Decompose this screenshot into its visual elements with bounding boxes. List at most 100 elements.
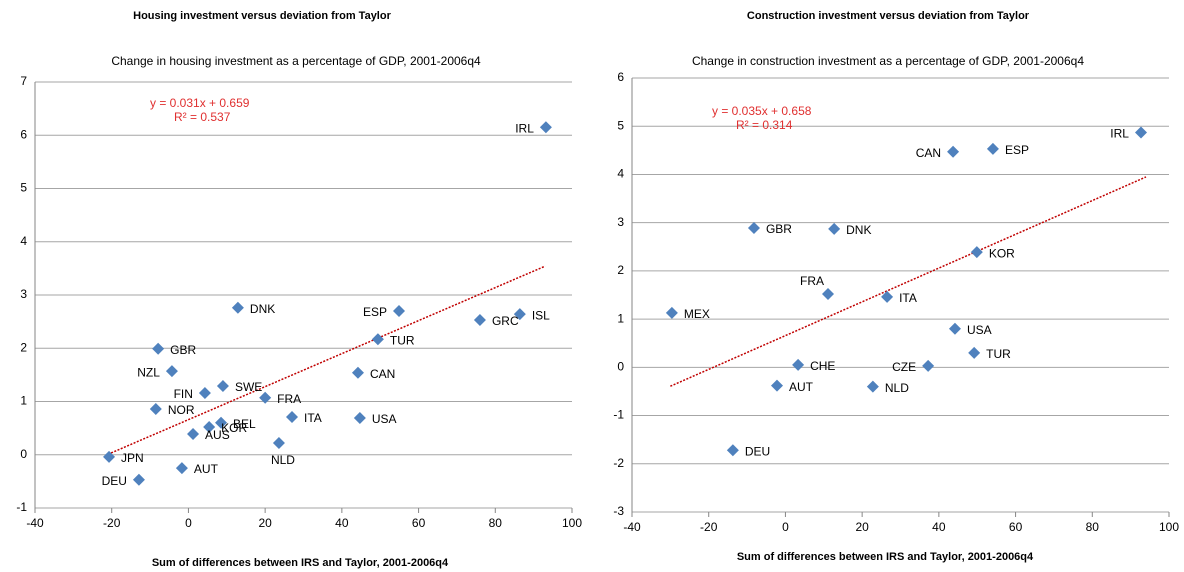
y-tick-label: 7 [20,74,27,88]
y-tick-label: 0 [20,447,27,461]
point-label: NLD [885,381,909,395]
x-tick-label: -20 [103,516,121,530]
point-label: SWE [235,380,262,394]
y-tick-label: 2 [20,340,27,354]
trend-equation: y = 0.035x + 0.658 [712,104,812,118]
point-label: DNK [846,223,871,237]
point [152,342,165,355]
point [473,314,486,327]
x-tick-label: -40 [26,516,44,530]
point [187,427,200,440]
chart-subtitle: Change in housing investment as a percen… [111,54,481,68]
point-label: KOR [989,246,1015,260]
point [1134,126,1147,139]
point [922,359,935,372]
x-tick-label: 60 [1009,520,1023,534]
point [948,322,961,335]
y-tick-label: 5 [20,181,27,195]
point-label: NZL [137,365,160,379]
point-label: CAN [370,367,395,381]
x-tick-label: 40 [932,520,946,534]
point-label: AUS [205,428,230,442]
x-axis-title: Sum of differences between IRS and Taylo… [737,551,1034,563]
point-label: IRL [515,121,534,135]
point-label: ITA [304,411,322,425]
x-tick-label: 40 [335,516,349,530]
y-tick-label: -2 [613,456,624,470]
x-tick-label: -20 [700,520,718,534]
point-label: ITA [899,291,917,305]
y-tick-label: 1 [617,311,624,325]
point [285,410,298,423]
point-label: NLD [271,453,295,467]
point [371,333,384,346]
point-label: FIN [174,387,193,401]
point-label: KOR [221,421,247,435]
point [539,121,552,134]
y-tick-label: 0 [617,360,624,374]
point-label: GBR [170,343,196,357]
point-label: USA [967,323,992,337]
r-squared: R² = 0.537 [174,110,231,124]
point [947,145,960,158]
point [353,412,366,425]
point [198,386,211,399]
point [726,444,739,457]
point-label: GRC [492,314,519,328]
point [968,346,981,359]
y-tick-label: 4 [20,234,27,248]
point-label: DEU [745,444,770,458]
point-label: DEU [102,474,127,488]
y-tick-label: 4 [617,167,624,181]
point-label: AUT [789,380,814,394]
point-label: TUR [986,347,1011,361]
trendline [670,176,1147,387]
point-label: TUR [390,333,415,347]
point [881,290,894,303]
y-tick-label: -1 [613,408,624,422]
r-squared: R² = 0.314 [736,118,793,132]
point-label: CHE [810,359,835,373]
point [203,421,216,434]
point-label: IRL [1110,127,1129,141]
point [866,380,879,393]
x-axis-title: Sum of differences between IRS and Taylo… [152,557,449,569]
y-tick-label: -3 [613,504,624,518]
point-label: BEL [233,417,256,431]
point [259,391,272,404]
point-label: GBR [766,222,792,236]
point [822,288,835,301]
point-label: AUT [194,462,219,476]
x-tick-label: 20 [258,516,272,530]
point [513,308,526,321]
y-tick-label: 3 [617,215,624,229]
point-label: FRA [277,392,301,406]
point [770,379,783,392]
point-label: ESP [363,305,387,319]
x-tick-label: 60 [412,516,426,530]
point [132,473,145,486]
y-tick-label: 6 [617,70,624,84]
point [231,301,244,314]
point [216,380,229,393]
point-label: DNK [250,302,275,316]
point-label: MEX [684,307,710,321]
point [215,416,228,429]
point [665,306,678,319]
point [970,246,983,259]
point-label: USA [372,412,397,426]
x-tick-label: 0 [185,516,192,530]
y-tick-label: -1 [16,500,27,514]
trend-equation: y = 0.031x + 0.659 [150,96,250,110]
chart-title: Construction investment versus deviation… [747,10,1030,22]
y-tick-label: 3 [20,287,27,301]
point [175,462,188,475]
x-tick-label: 80 [489,516,503,530]
y-tick-label: 1 [20,394,27,408]
x-tick-label: -40 [623,520,641,534]
x-tick-label: 100 [1159,520,1179,534]
y-tick-label: 2 [617,263,624,277]
trendline [107,265,546,456]
